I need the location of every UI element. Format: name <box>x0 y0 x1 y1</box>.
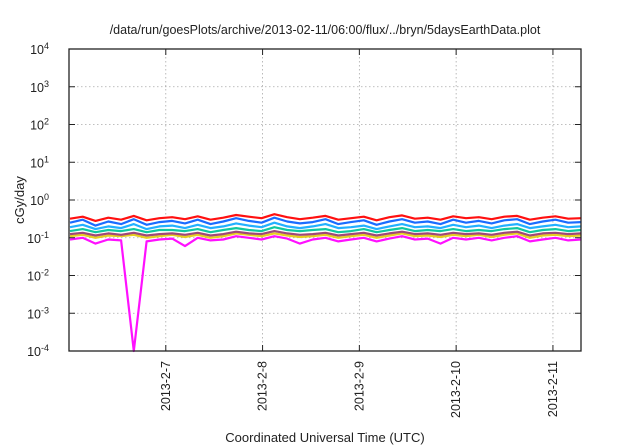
y-tick-label: 104 <box>30 41 49 57</box>
series-line-magenta <box>69 235 582 353</box>
grid <box>69 49 581 351</box>
y-tick-exponent: -4 <box>41 343 49 353</box>
y-tick-label: 102 <box>30 117 49 133</box>
y-tick-exponent: -2 <box>41 268 49 278</box>
y-tick-base: 10 <box>30 119 44 133</box>
series-line-yellow <box>69 232 582 239</box>
y-tick-exponent: 0 <box>44 192 49 202</box>
y-axis-label: cGy/day <box>12 176 27 224</box>
x-tick-label: 2013-2-10 <box>449 361 463 418</box>
y-tick-label: 10-4 <box>27 343 49 359</box>
x-tick-label: 2013-2-8 <box>256 361 270 411</box>
y-tick-base: 10 <box>27 307 41 321</box>
y-tick-label: 103 <box>30 79 49 95</box>
y-tick-exponent: 4 <box>44 41 49 51</box>
x-tick-label: 2013-2-11 <box>546 361 560 417</box>
series-line-light-blue <box>69 221 582 231</box>
y-tick-base: 10 <box>30 194 44 208</box>
x-axis-label: Coordinated Universal Time (UTC) <box>225 430 424 445</box>
y-tick-exponent: 2 <box>44 117 49 127</box>
series-group <box>69 213 582 353</box>
y-tick-base: 10 <box>27 232 41 246</box>
series-line-purple <box>69 230 582 237</box>
chart-title: /data/run/goesPlots/archive/2013-02-11/0… <box>110 23 541 37</box>
y-tick-label: 100 <box>30 192 49 208</box>
series-line-red <box>69 213 582 222</box>
y-tick-base: 10 <box>30 43 44 57</box>
y-tick-exponent: 1 <box>44 154 49 164</box>
x-tick-label: 2013-2-7 <box>159 361 173 411</box>
y-tick-base: 10 <box>30 156 44 170</box>
y-tick-base: 10 <box>27 345 41 359</box>
y-tick-exponent: -3 <box>41 305 49 315</box>
series-line-blue <box>69 216 582 227</box>
x-axis: 2013-2-7 2013-2-8 2013-2-9 2013-2-10 2013-2-… <box>159 49 560 418</box>
y-tick-label: 10-2 <box>27 268 49 284</box>
y-tick-base: 10 <box>27 270 41 284</box>
y-tick-label: 10-3 <box>27 305 49 321</box>
y-tick-label: 10-1 <box>27 230 49 246</box>
y-tick-exponent: -1 <box>41 230 49 240</box>
series-line-teal <box>69 226 582 234</box>
y-tick-exponent: 3 <box>44 79 49 89</box>
y-tick-label: 101 <box>30 154 49 170</box>
x-tick-label: 2013-2-9 <box>352 361 366 411</box>
y-tick-base: 10 <box>30 81 44 95</box>
